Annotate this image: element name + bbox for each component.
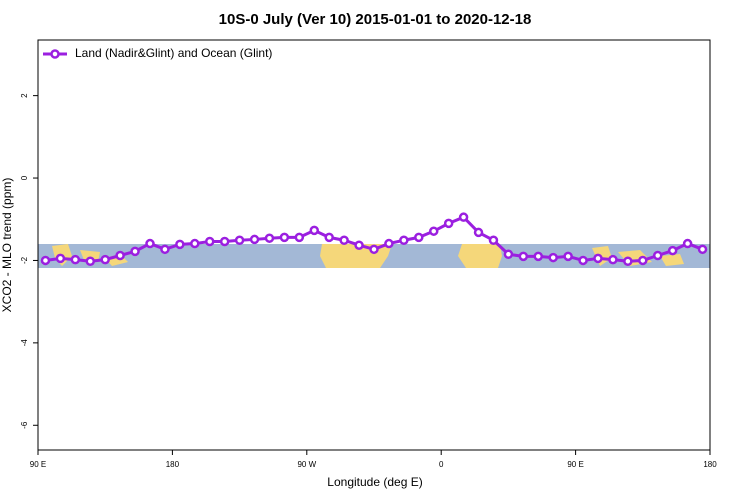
point xyxy=(145,238,155,249)
legend-label: Land (Nadir&Glint) and Ocean (Glint) xyxy=(75,46,272,60)
point xyxy=(234,235,245,246)
point xyxy=(503,249,514,260)
point xyxy=(638,255,648,266)
point xyxy=(399,235,409,246)
land xyxy=(458,244,502,268)
point xyxy=(249,234,260,245)
point xyxy=(130,246,140,257)
point xyxy=(608,254,618,265)
x-tick-label: 180 xyxy=(166,460,180,469)
point xyxy=(279,232,290,243)
point xyxy=(85,256,96,267)
y-tick-label: 0 xyxy=(20,175,29,180)
point xyxy=(324,232,334,243)
point xyxy=(458,212,469,222)
plot-frame xyxy=(37,39,711,451)
point xyxy=(219,236,230,247)
x-tick-label: 180 xyxy=(703,460,717,469)
y-tick-label: 2 xyxy=(20,93,29,98)
point xyxy=(40,255,51,266)
point xyxy=(593,253,603,264)
y-axis-label: XCO2 - MLO trend (ppm) xyxy=(0,178,14,313)
point xyxy=(264,233,275,243)
point xyxy=(204,236,215,247)
point xyxy=(339,235,349,246)
point xyxy=(354,240,364,250)
point xyxy=(548,252,558,263)
point xyxy=(294,232,305,243)
point xyxy=(473,227,484,238)
x-axis-label: Longitude (deg E) xyxy=(327,475,422,489)
legend-swatch xyxy=(50,49,60,59)
point xyxy=(578,255,588,266)
x-tick-label: 0 xyxy=(439,460,444,469)
x-tick-label: 90 E xyxy=(30,460,46,469)
point xyxy=(190,238,200,249)
point xyxy=(518,251,529,262)
point xyxy=(533,251,544,262)
point xyxy=(623,256,633,267)
x-tick-label: 90 W xyxy=(297,460,316,469)
point xyxy=(428,226,439,236)
point xyxy=(175,239,185,250)
point xyxy=(697,244,708,255)
y-tick-label: -4 xyxy=(20,339,29,347)
point xyxy=(414,232,424,243)
y-tick-label: -6 xyxy=(20,421,29,429)
point xyxy=(160,244,170,255)
chart-title: 10S-0 July (Ver 10) 2015-01-01 to 2020-1… xyxy=(219,11,532,28)
point xyxy=(443,218,454,229)
point xyxy=(100,254,110,265)
point xyxy=(488,235,499,246)
point xyxy=(309,225,320,236)
y-tick-label: -2 xyxy=(20,256,29,264)
x-tick-label: 90 E xyxy=(567,460,583,469)
point xyxy=(652,250,663,261)
point xyxy=(369,244,379,255)
point xyxy=(682,238,693,249)
land xyxy=(592,246,684,266)
point xyxy=(115,250,125,261)
point xyxy=(384,238,394,249)
point xyxy=(563,251,573,262)
point xyxy=(70,254,81,265)
point xyxy=(667,245,678,256)
point xyxy=(55,253,66,264)
